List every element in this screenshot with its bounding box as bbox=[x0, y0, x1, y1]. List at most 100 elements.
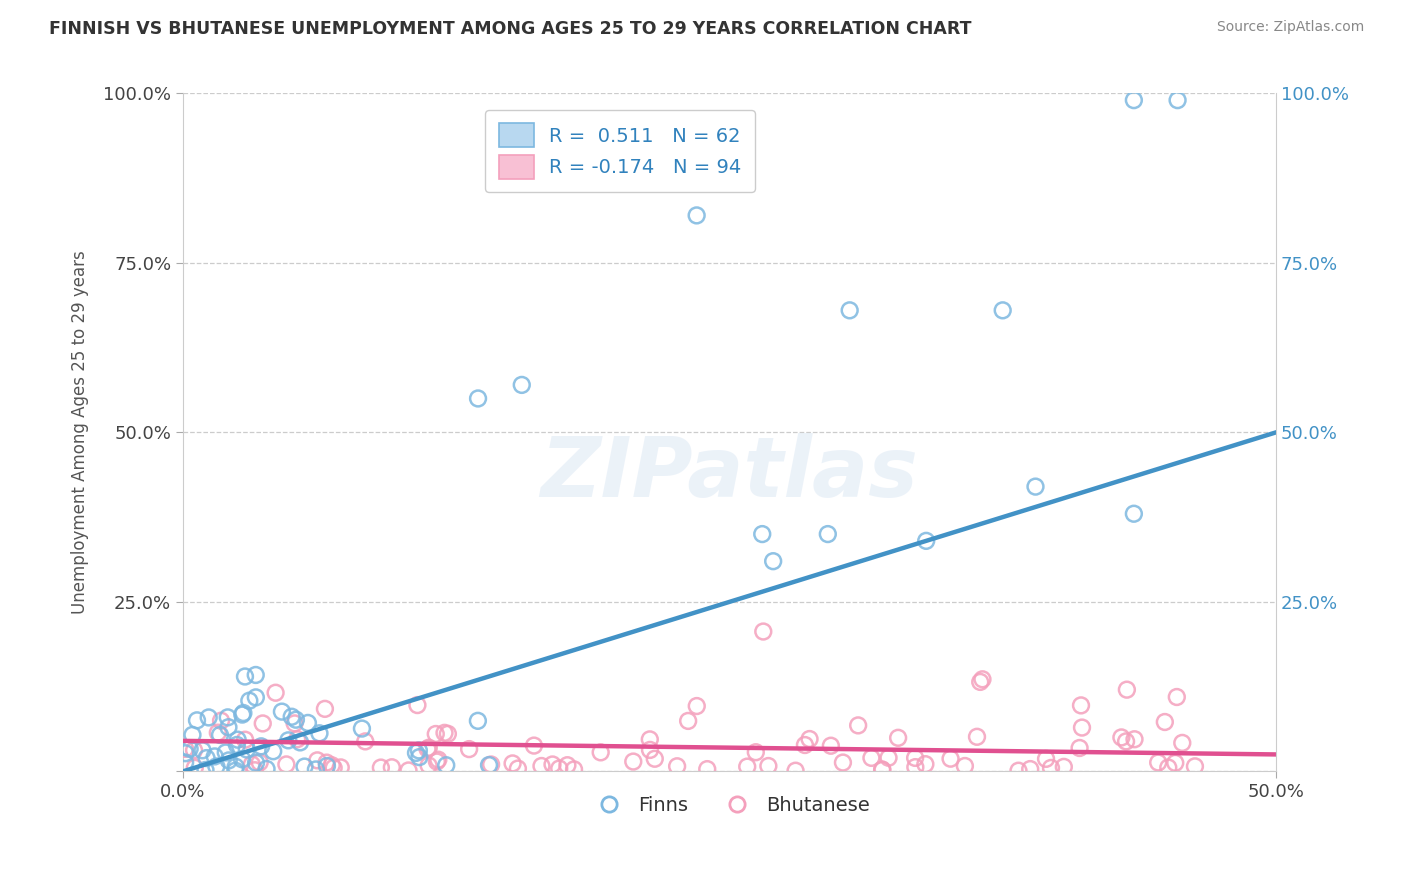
Point bbox=[191, 743, 214, 757]
Point bbox=[405, 746, 427, 760]
Point bbox=[991, 303, 1014, 318]
Point bbox=[245, 668, 267, 682]
Point bbox=[195, 751, 218, 765]
Point bbox=[1053, 760, 1076, 774]
Point bbox=[224, 764, 246, 778]
Point bbox=[437, 727, 460, 741]
Point bbox=[250, 739, 273, 754]
Point bbox=[231, 752, 253, 766]
Point bbox=[548, 762, 571, 776]
Point bbox=[523, 739, 546, 753]
Point bbox=[217, 720, 239, 734]
Point bbox=[217, 710, 239, 724]
Point bbox=[256, 762, 278, 776]
Point bbox=[1123, 732, 1146, 747]
Point bbox=[870, 763, 893, 777]
Point bbox=[264, 686, 287, 700]
Point bbox=[179, 742, 201, 756]
Point bbox=[226, 732, 249, 747]
Point bbox=[418, 740, 440, 755]
Point bbox=[280, 710, 302, 724]
Point bbox=[314, 702, 336, 716]
Point bbox=[277, 733, 299, 747]
Point bbox=[284, 713, 307, 727]
Point bbox=[207, 725, 229, 739]
Point bbox=[915, 533, 938, 548]
Point bbox=[904, 760, 927, 774]
Point bbox=[316, 759, 339, 773]
Point bbox=[381, 760, 404, 774]
Point bbox=[621, 755, 644, 769]
Point bbox=[174, 746, 197, 760]
Point bbox=[756, 759, 779, 773]
Point bbox=[557, 758, 579, 772]
Point bbox=[398, 764, 420, 778]
Point bbox=[197, 710, 219, 724]
Point bbox=[1007, 764, 1029, 778]
Point bbox=[406, 698, 429, 712]
Point bbox=[194, 763, 217, 777]
Point bbox=[174, 756, 197, 770]
Point bbox=[1071, 721, 1094, 735]
Point bbox=[238, 694, 260, 708]
Point bbox=[225, 760, 247, 774]
Point bbox=[589, 745, 612, 759]
Point bbox=[1122, 507, 1144, 521]
Point bbox=[418, 758, 440, 772]
Point bbox=[321, 758, 343, 772]
Point bbox=[1122, 93, 1144, 107]
Point bbox=[284, 716, 307, 731]
Point bbox=[785, 764, 807, 778]
Point bbox=[860, 751, 883, 765]
Point bbox=[434, 758, 457, 772]
Point bbox=[1157, 760, 1180, 774]
Point bbox=[562, 763, 585, 777]
Point bbox=[887, 731, 910, 745]
Point bbox=[817, 527, 839, 541]
Point bbox=[502, 756, 524, 771]
Point bbox=[408, 743, 430, 757]
Point bbox=[226, 738, 249, 752]
Point bbox=[846, 718, 869, 732]
Point bbox=[231, 707, 253, 722]
Point bbox=[308, 726, 330, 740]
Text: ZIPatlas: ZIPatlas bbox=[540, 433, 918, 514]
Point bbox=[793, 738, 815, 752]
Point bbox=[969, 674, 991, 689]
Point bbox=[1115, 682, 1137, 697]
Point bbox=[1167, 93, 1189, 107]
Point bbox=[820, 739, 842, 753]
Point bbox=[205, 759, 228, 773]
Legend: Finns, Bhutanese: Finns, Bhutanese bbox=[582, 789, 877, 822]
Point bbox=[479, 757, 502, 772]
Text: Source: ZipAtlas.com: Source: ZipAtlas.com bbox=[1216, 20, 1364, 34]
Point bbox=[218, 753, 240, 767]
Point bbox=[1164, 756, 1187, 770]
Point bbox=[1166, 690, 1188, 704]
Point bbox=[530, 759, 553, 773]
Point bbox=[877, 750, 900, 764]
Point bbox=[799, 732, 821, 747]
Point bbox=[262, 744, 284, 758]
Point bbox=[1111, 731, 1133, 745]
Point bbox=[209, 714, 232, 728]
Point bbox=[644, 752, 666, 766]
Point bbox=[510, 378, 533, 392]
Point bbox=[1040, 761, 1063, 775]
Point bbox=[288, 735, 311, 749]
Point bbox=[762, 554, 785, 568]
Text: FINNISH VS BHUTANESE UNEMPLOYMENT AMONG AGES 25 TO 29 YEARS CORRELATION CHART: FINNISH VS BHUTANESE UNEMPLOYMENT AMONG … bbox=[49, 20, 972, 37]
Point bbox=[233, 669, 256, 683]
Point bbox=[425, 727, 447, 741]
Point bbox=[271, 705, 294, 719]
Point bbox=[832, 756, 855, 770]
Point bbox=[1115, 734, 1137, 748]
Point bbox=[204, 749, 226, 764]
Point bbox=[1171, 736, 1194, 750]
Point bbox=[215, 746, 238, 760]
Point bbox=[249, 756, 271, 770]
Point bbox=[914, 757, 936, 772]
Point bbox=[243, 763, 266, 777]
Point bbox=[745, 745, 768, 759]
Point bbox=[939, 752, 962, 766]
